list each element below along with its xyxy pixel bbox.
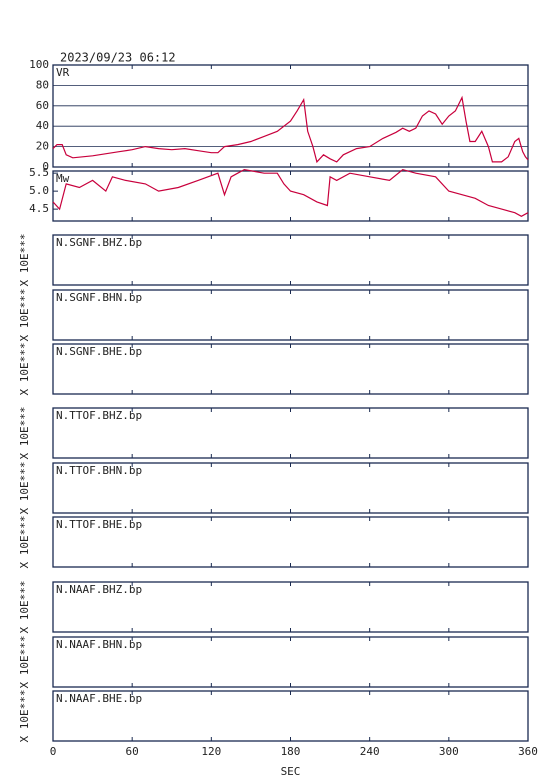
panel-label: VR [56, 66, 70, 79]
y-tick-label: 5.5 [29, 166, 49, 179]
data-line [52, 95, 529, 164]
trace-label: N.SGNF.BHE.bp [56, 345, 142, 358]
y-axis-label: X 10E*** [18, 343, 31, 396]
y-tick-label: 5.0 [29, 184, 49, 197]
y-axis-label: X 10E*** [18, 462, 31, 515]
y-tick-label: 20 [36, 140, 49, 153]
trace-label: N.SGNF.BHN.bp [56, 291, 142, 304]
x-tick-label: 0 [50, 745, 57, 758]
x-tick-label: 240 [360, 745, 380, 758]
y-tick-label: 4.5 [29, 202, 49, 215]
y-axis-label: X 10E*** [18, 581, 31, 634]
y-axis-label: X 10E*** [18, 516, 31, 569]
y-axis-label: X 10E*** [18, 407, 31, 460]
y-axis-label: X 10E*** [18, 289, 31, 342]
y-axis-label: X 10E*** [18, 690, 31, 743]
trace-label: N.NAAF.BHZ.bp [56, 583, 142, 596]
x-tick-label: 60 [126, 745, 139, 758]
x-tick-label: 300 [439, 745, 459, 758]
x-axis-label: SEC [281, 765, 301, 778]
data-line [52, 168, 529, 217]
y-tick-label: 0 [42, 160, 49, 173]
panel-frame [52, 64, 529, 168]
panel-label: Mw [56, 172, 70, 185]
x-tick-label: 120 [201, 745, 221, 758]
panel-frame [52, 170, 529, 222]
trace-label: N.TTOF.BHZ.bp [56, 409, 142, 422]
y-tick-label: 40 [36, 119, 49, 132]
trace-label: N.SGNF.BHZ.bp [56, 236, 142, 249]
x-tick-label: 180 [281, 745, 301, 758]
y-axis-label: X 10E*** [18, 234, 31, 287]
trace-label: N.NAAF.BHE.bp [56, 692, 142, 705]
x-tick-label: 360 [518, 745, 538, 758]
y-tick-label: 100 [29, 58, 49, 71]
chart-title: 2023/09/23 06:12 [60, 51, 176, 65]
trace-label: N.TTOF.BHE.bp [56, 518, 142, 531]
y-axis-label: X 10E*** [18, 636, 31, 689]
y-tick-label: 60 [36, 99, 49, 112]
y-tick-label: 80 [36, 78, 49, 91]
trace-label: N.NAAF.BHN.bp [56, 638, 142, 651]
trace-label: N.TTOF.BHN.bp [56, 464, 142, 477]
